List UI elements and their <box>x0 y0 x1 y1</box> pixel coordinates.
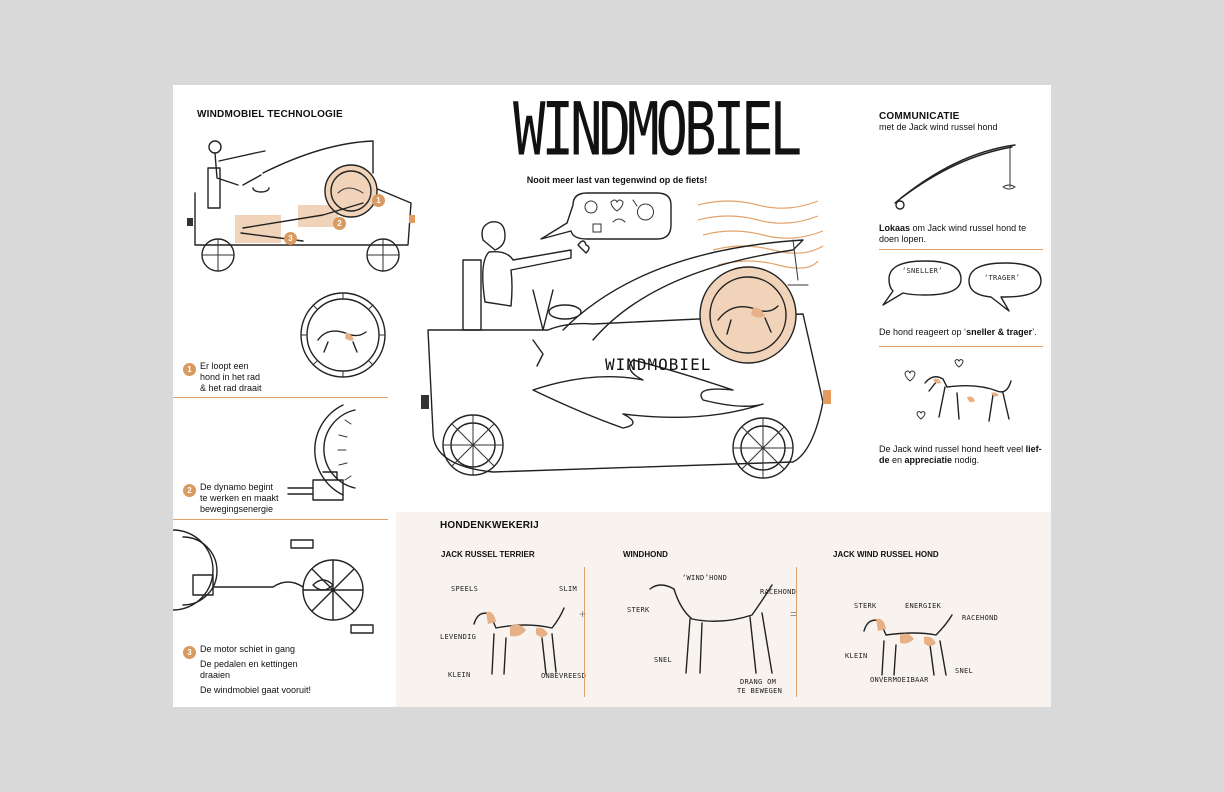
step-1-line: & het rad draait <box>200 383 262 393</box>
step-3-line: De windmobiel gaat vooruit! <box>200 685 312 695</box>
equals-sign: = <box>790 607 798 621</box>
bait-bold: Lokaas <box>879 223 911 233</box>
car-label: WINDMOBIEL <box>605 355 712 374</box>
bubble-trager: ‘TRAGER’ <box>984 274 1021 282</box>
motor-pedals-illustration <box>173 529 374 634</box>
dog-wheel-illustration <box>300 292 386 378</box>
love-mid: en <box>889 455 905 465</box>
breed-name: JACK WIND RUSSEL HOND <box>833 550 939 559</box>
love-text: De Jack wind russel hond heeft veel lief… <box>879 444 1049 466</box>
trait: STERK <box>627 606 650 614</box>
bait-rest: om Jack wind russel hond te <box>910 223 1027 233</box>
step-2-line: te werken en maakt <box>200 493 279 503</box>
step-2-text: De dynamo begint te werken en maakt bewe… <box>200 482 279 515</box>
poster-sheet: WINDMOBIEL TECHNOLOGIE 1 2 3 1 Er loopt … <box>173 85 1051 707</box>
bait-text: Lokaas om Jack wind russel hond te doen … <box>879 223 1026 245</box>
breed-name: WINDHOND <box>623 550 668 559</box>
step-2-line: bewegingsenergie <box>200 504 274 514</box>
step-1-line: hond in het rad <box>200 372 261 382</box>
step-3-line: De pedalen en kettingen <box>200 659 298 669</box>
trait: RACEHOND <box>962 614 999 622</box>
divider <box>796 567 797 697</box>
step-3-line: De motor schiet in gang <box>200 644 296 654</box>
windmobile-mechanism-illustration <box>187 140 415 272</box>
technology-heading: WINDMOBIEL TECHNOLOGIE <box>197 109 343 120</box>
communication-heading: COMMUNICATIE <box>879 111 960 122</box>
love-pre: De Jack wind russel hond heeft veel <box>879 444 1026 454</box>
divider <box>879 346 1043 347</box>
greyhound-illustration <box>649 584 773 674</box>
divider <box>173 397 388 398</box>
bait-rest-2: doen lopen. <box>879 234 927 244</box>
marker-1: 1 <box>372 194 385 207</box>
love-bold-2: appreciatie <box>904 455 953 465</box>
divider <box>584 567 585 697</box>
step-1-line: Er loopt een <box>200 361 249 371</box>
trait: RACEHOND <box>760 588 797 596</box>
step-3-line: draaien <box>200 670 231 680</box>
page-title: WINDMOBIEL <box>513 87 802 173</box>
speech-bubbles-illustration <box>882 260 1042 312</box>
trait: ENERGIEK <box>905 602 942 610</box>
jack-russel-illustration <box>473 607 565 675</box>
breeding-heading: HONDENKWEKERIJ <box>440 520 539 531</box>
marker-2: 2 <box>333 217 346 230</box>
step-3-text: De motor schiet in gang De pedalen en ke… <box>200 644 311 696</box>
breed-name: JACK RUSSEL TERRIER <box>441 550 535 559</box>
divider <box>173 519 388 520</box>
trait: SLIM <box>559 585 578 593</box>
windmobile-car-illustration <box>421 192 831 479</box>
love-post: nodig. <box>952 455 980 465</box>
trait: KLEIN <box>448 671 471 679</box>
trait: TE BEWEGEN <box>737 687 783 695</box>
love-bold-1b: de <box>879 455 890 465</box>
plus-sign: + <box>579 607 587 621</box>
love-bold-1: lief- <box>1025 444 1042 454</box>
trait: LEVENDIG <box>440 633 477 641</box>
divider <box>879 249 1043 250</box>
step-2-number: 2 <box>183 484 196 497</box>
step-2-line: De dynamo begint <box>200 482 274 492</box>
page-subtitle: Nooit meer last van tegenwind op de fiet… <box>526 175 708 185</box>
trait: SNEL <box>654 656 673 664</box>
trait: STERK <box>854 602 877 610</box>
trait: DRANG OM <box>740 678 777 686</box>
trait: SNEL <box>955 667 974 675</box>
step-1-text: Er loopt een hond in het rad & het rad d… <box>200 361 262 394</box>
loving-dog-illustration <box>904 359 1012 422</box>
react-text: De hond reageert op ‘sneller & trager’. <box>879 327 1037 338</box>
trait: ONBEVREESD <box>541 672 587 680</box>
step-1-number: 1 <box>183 363 196 376</box>
dynamo-illustration <box>287 404 356 501</box>
breeding-panel: HONDENKWEKERIJ JACK RUSSEL TERRIER SPEEL… <box>396 512 1051 707</box>
trait: KLEIN <box>845 652 868 660</box>
step-3-number: 3 <box>183 646 196 659</box>
react-bold: sneller & trager <box>966 327 1033 337</box>
react-pre: De hond reageert op ‘ <box>879 327 967 337</box>
marker-3: 3 <box>284 232 297 245</box>
fishing-rod-illustration <box>894 144 1016 210</box>
trait: ONVERMOEIBAAR <box>870 676 929 684</box>
trait: SPEELS <box>451 585 479 593</box>
jack-wind-russel-illustration <box>863 614 953 676</box>
trait: ‘WIND’HOND <box>682 574 728 582</box>
bubble-sneller: ‘SNELLER’ <box>902 267 943 275</box>
communication-subheading: met de Jack wind russel hond <box>879 122 998 132</box>
react-post: ’. <box>1032 327 1037 337</box>
